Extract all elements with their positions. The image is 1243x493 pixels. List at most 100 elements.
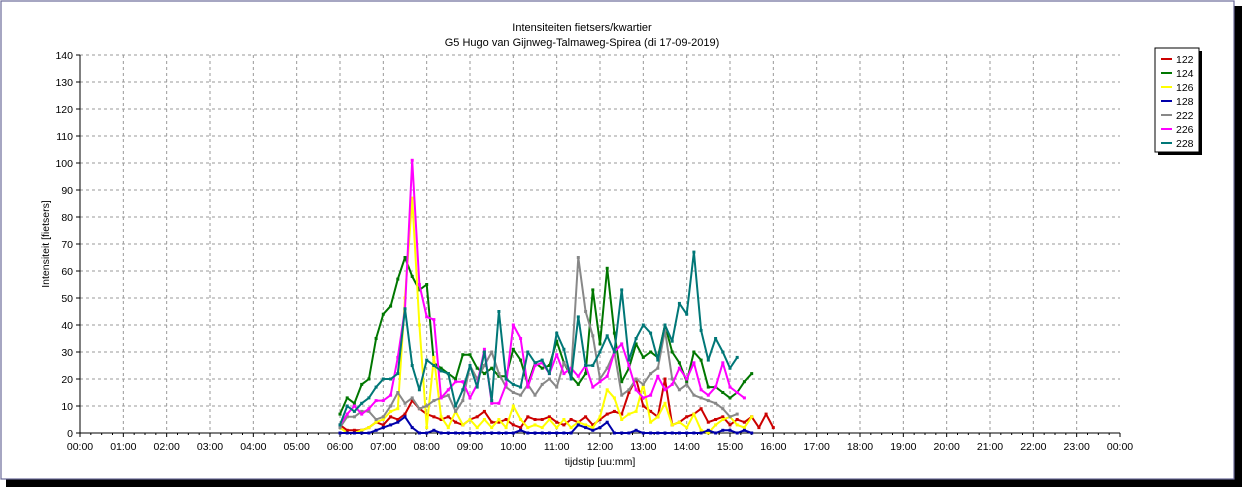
data-point bbox=[482, 364, 486, 367]
data-point bbox=[612, 350, 616, 354]
chart-subtitle: G5 Hugo van Gijnweg-Talmaweg-Spirea (di … bbox=[445, 37, 720, 49]
data-point bbox=[562, 423, 566, 427]
data-point bbox=[403, 415, 407, 419]
data-point bbox=[352, 409, 356, 413]
data-point bbox=[771, 426, 775, 430]
data-point bbox=[439, 396, 443, 400]
data-point bbox=[612, 431, 616, 435]
data-point bbox=[605, 374, 609, 378]
data-point bbox=[497, 372, 501, 376]
data-point bbox=[439, 369, 443, 373]
data-point bbox=[519, 358, 523, 362]
data-point bbox=[432, 355, 436, 359]
legend-label: 124 bbox=[1176, 68, 1194, 80]
data-point bbox=[735, 355, 739, 359]
data-point bbox=[439, 431, 443, 435]
data-point bbox=[649, 420, 653, 424]
data-point bbox=[468, 353, 472, 357]
data-point bbox=[526, 431, 530, 435]
data-point bbox=[562, 361, 566, 365]
data-point bbox=[461, 399, 465, 403]
x-tick-label: 03:00 bbox=[197, 441, 223, 453]
data-point bbox=[714, 418, 718, 421]
data-point bbox=[352, 404, 356, 408]
data-point bbox=[649, 331, 653, 335]
data-point bbox=[475, 415, 479, 419]
data-point bbox=[360, 401, 364, 405]
y-tick-label: 80 bbox=[61, 212, 73, 224]
data-point bbox=[627, 431, 631, 435]
data-point bbox=[338, 426, 342, 430]
data-point bbox=[475, 366, 479, 370]
x-tick-label: 15:00 bbox=[717, 441, 743, 453]
data-point bbox=[526, 426, 530, 430]
data-point bbox=[742, 428, 746, 432]
axes: 0 10 20 30 40 50 60 70 80 90 100 110 120 130 140 00:00 0… bbox=[55, 50, 1133, 453]
data-point bbox=[540, 361, 544, 365]
data-point bbox=[446, 388, 450, 392]
data-point bbox=[706, 399, 710, 403]
data-point bbox=[699, 388, 703, 392]
data-point bbox=[591, 423, 595, 427]
data-point bbox=[677, 388, 681, 392]
data-point bbox=[706, 428, 710, 432]
data-point bbox=[692, 350, 696, 354]
data-point bbox=[576, 423, 580, 427]
data-point bbox=[598, 342, 602, 346]
data-point bbox=[403, 307, 407, 311]
data-point bbox=[439, 366, 443, 370]
data-point bbox=[598, 350, 602, 354]
data-point bbox=[620, 412, 624, 416]
data-point bbox=[562, 372, 566, 376]
data-point bbox=[641, 382, 645, 386]
data-point bbox=[677, 301, 681, 305]
data-point bbox=[490, 420, 494, 424]
grid-lines bbox=[80, 54, 1120, 433]
y-tick-label: 120 bbox=[55, 104, 73, 116]
series-line bbox=[339, 251, 739, 426]
data-point bbox=[511, 347, 515, 351]
legend-label: 126 bbox=[1176, 82, 1194, 94]
legend-label: 122 bbox=[1176, 54, 1194, 66]
data-point bbox=[612, 396, 616, 400]
data-point bbox=[454, 380, 458, 384]
data-point bbox=[620, 288, 624, 292]
data-point bbox=[410, 158, 414, 162]
data-point bbox=[605, 334, 609, 338]
data-point bbox=[742, 380, 746, 384]
data-point bbox=[490, 426, 494, 430]
data-point bbox=[728, 423, 732, 427]
data-point bbox=[555, 339, 559, 343]
data-point bbox=[504, 377, 508, 381]
data-point bbox=[367, 431, 371, 435]
data-point bbox=[750, 431, 754, 435]
data-point bbox=[612, 331, 616, 335]
data-point bbox=[461, 388, 465, 392]
data-point bbox=[533, 423, 537, 427]
data-point bbox=[547, 364, 551, 367]
data-point bbox=[410, 399, 414, 403]
data-point bbox=[519, 337, 523, 340]
data-point bbox=[475, 426, 479, 430]
data-point bbox=[410, 364, 414, 367]
data-point bbox=[728, 396, 732, 400]
series-128 bbox=[338, 415, 754, 435]
x-tick-label: 09:00 bbox=[457, 441, 483, 453]
data-point bbox=[396, 418, 400, 421]
data-point bbox=[714, 401, 718, 405]
data-point bbox=[591, 334, 595, 338]
data-point bbox=[598, 415, 602, 419]
data-point bbox=[547, 418, 551, 421]
x-axis-label: tijdstip [uu:mm] bbox=[565, 456, 636, 468]
data-point bbox=[396, 355, 400, 359]
data-point bbox=[490, 399, 494, 403]
data-point bbox=[540, 366, 544, 370]
data-point bbox=[584, 426, 588, 430]
y-tick-label: 40 bbox=[61, 320, 73, 332]
data-point bbox=[381, 377, 385, 381]
data-point bbox=[389, 393, 393, 397]
data-point bbox=[605, 420, 609, 424]
data-point bbox=[360, 431, 364, 435]
data-point bbox=[367, 426, 371, 430]
x-tick-label: 06:00 bbox=[327, 441, 353, 453]
